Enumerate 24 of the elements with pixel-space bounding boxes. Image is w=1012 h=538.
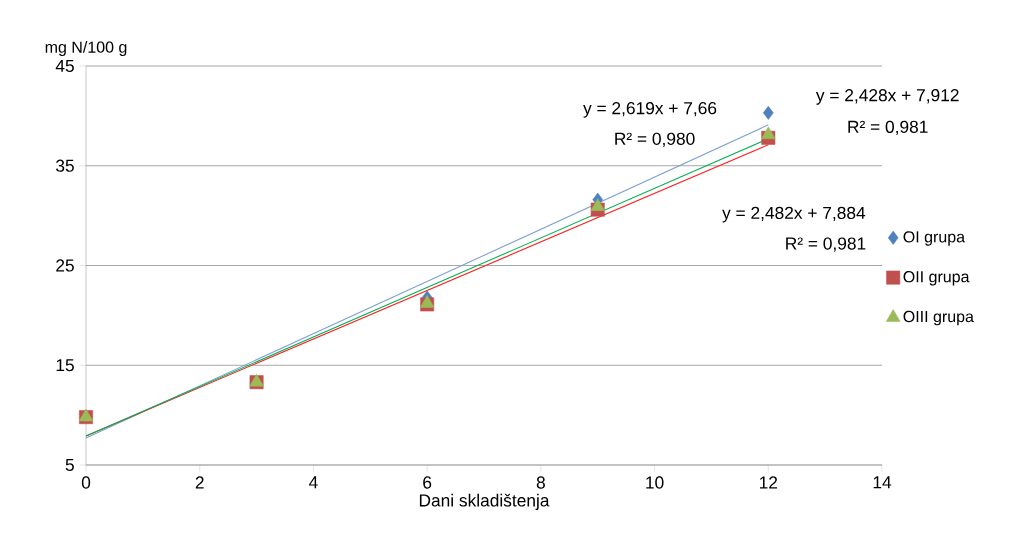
x-tick-label: 12 — [759, 476, 778, 489]
y-tick-label: 5 — [65, 458, 74, 472]
x-tick-label: 0 — [81, 476, 91, 489]
legend-label: OIII grupa — [903, 310, 974, 326]
annotation: y = 2,428x + 7,912 — [815, 89, 959, 105]
y-tick-label: 45 — [55, 59, 74, 73]
x-tick-label: 2 — [195, 476, 204, 489]
x-axis-title: Dani skladištenja — [419, 493, 550, 511]
x-tick-label: 6 — [423, 476, 432, 489]
annotation: y = 2,619x + 7,66 — [583, 102, 717, 118]
y-axis-title: mg N/100 g — [45, 41, 127, 56]
x-tick-label: 4 — [309, 476, 318, 489]
annotation: R² = 0,981 — [786, 237, 866, 252]
x-tick-label: 10 — [646, 476, 664, 489]
annotation: y = 2,482x + 7,884 — [722, 206, 866, 223]
y-tick-label: 35 — [56, 159, 74, 172]
y-tick-label: 25 — [56, 259, 74, 272]
y-tick-label: 15 — [56, 359, 74, 372]
x-tick-label: 8 — [536, 476, 545, 489]
x-tick-label: 14 — [873, 476, 892, 489]
annotation: R² = 0,981 — [848, 120, 928, 135]
legend-label: OII grupa — [903, 271, 970, 286]
legend-label: OI grupa — [903, 231, 966, 246]
annotation: R² = 0,980 — [615, 132, 695, 147]
